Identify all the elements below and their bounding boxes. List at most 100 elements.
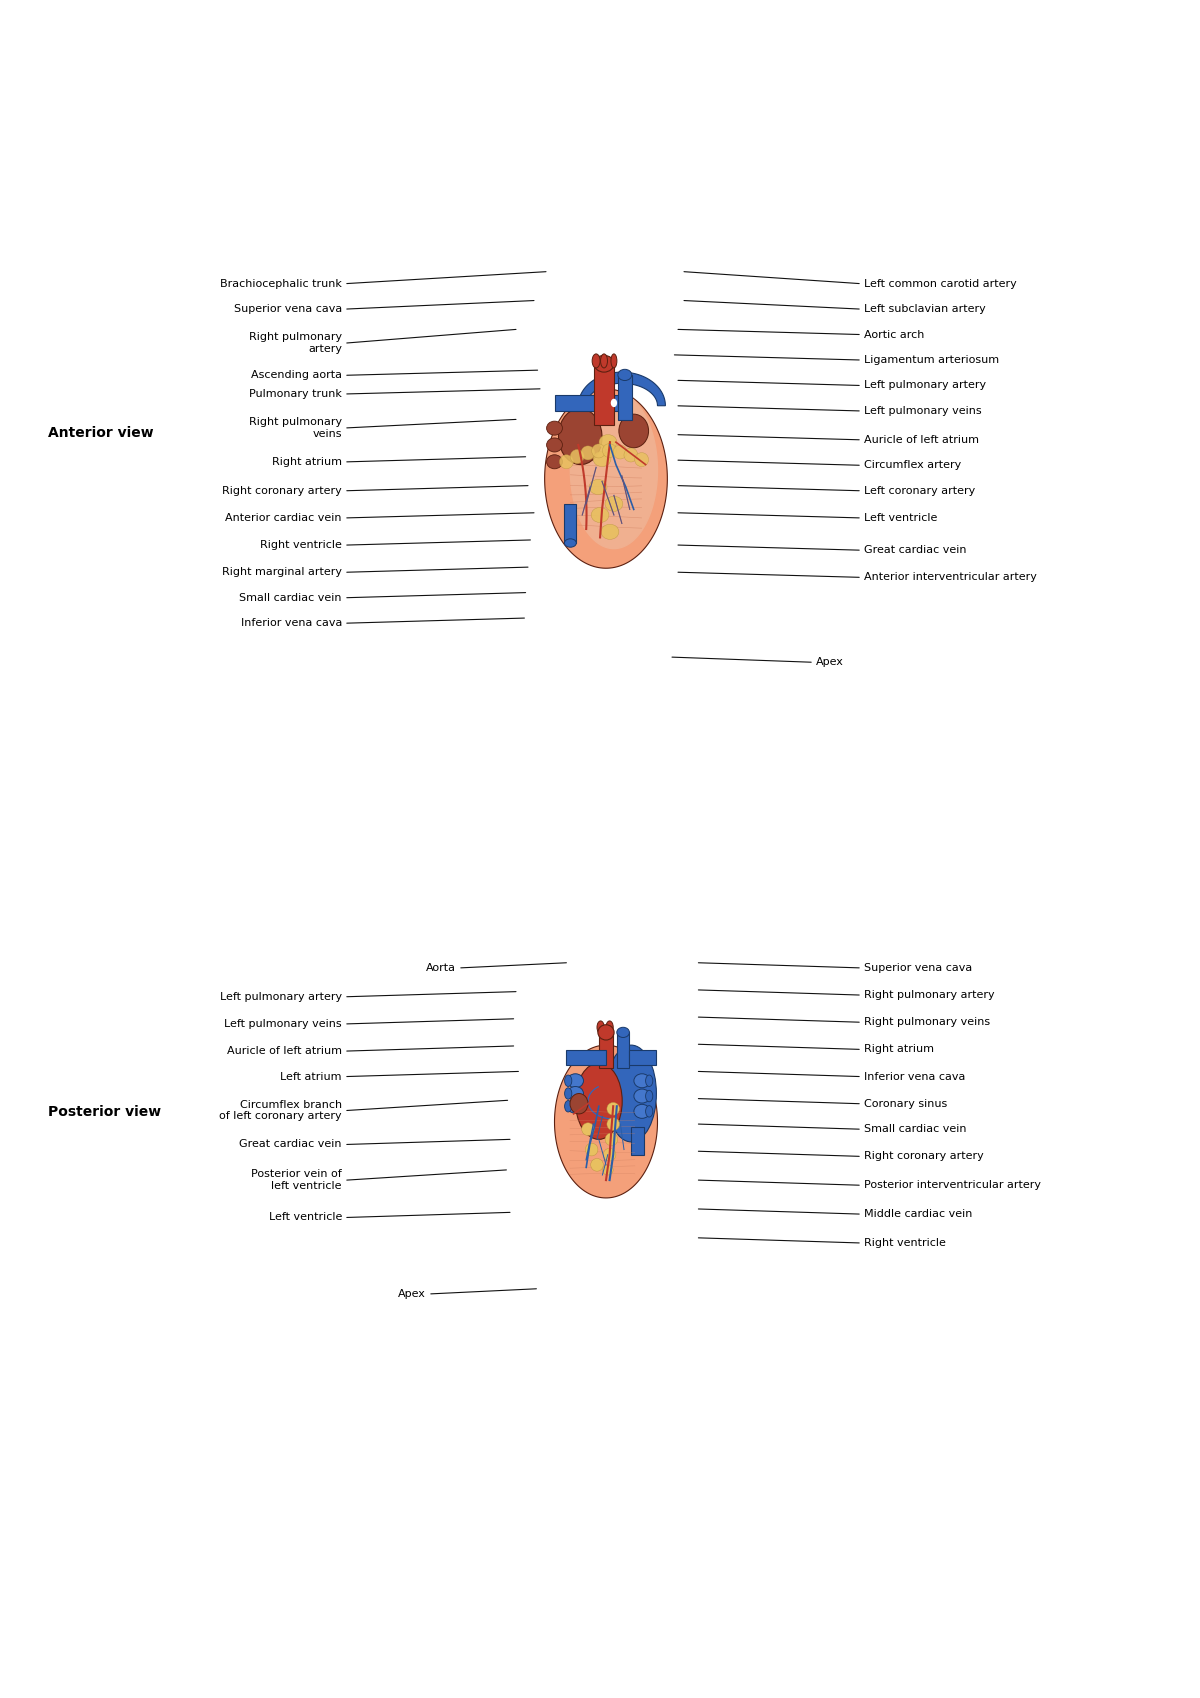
Ellipse shape <box>619 414 648 448</box>
Ellipse shape <box>565 1100 572 1112</box>
Ellipse shape <box>618 370 631 380</box>
Text: Left pulmonary artery: Left pulmonary artery <box>220 992 342 1002</box>
Ellipse shape <box>547 455 563 469</box>
Ellipse shape <box>581 447 595 460</box>
Text: Anterior interventricular artery: Anterior interventricular artery <box>864 572 1037 582</box>
Text: Great cardiac vein: Great cardiac vein <box>864 545 966 555</box>
Text: Anterior cardiac vein: Anterior cardiac vein <box>226 513 342 523</box>
Ellipse shape <box>606 1020 613 1034</box>
Text: Left pulmonary veins: Left pulmonary veins <box>864 406 982 416</box>
Ellipse shape <box>646 1075 653 1087</box>
Polygon shape <box>545 389 667 569</box>
Text: Right pulmonary veins: Right pulmonary veins <box>864 1017 990 1027</box>
Ellipse shape <box>646 1105 653 1117</box>
Text: Right marginal artery: Right marginal artery <box>222 567 342 577</box>
Text: Circumflex artery: Circumflex artery <box>864 460 961 470</box>
Text: Inferior vena cava: Inferior vena cava <box>864 1071 965 1082</box>
Text: Left pulmonary veins: Left pulmonary veins <box>224 1019 342 1029</box>
Ellipse shape <box>590 1158 604 1172</box>
Text: Left common carotid artery: Left common carotid artery <box>864 278 1016 289</box>
Text: Auricle of left atrium: Auricle of left atrium <box>227 1046 342 1056</box>
Text: Circumflex branch
of left coronary artery: Circumflex branch of left coronary arter… <box>220 1100 342 1121</box>
Ellipse shape <box>565 1088 572 1099</box>
Text: Posterior interventricular artery: Posterior interventricular artery <box>864 1180 1042 1190</box>
Ellipse shape <box>565 1075 572 1087</box>
Text: Left ventricle: Left ventricle <box>269 1212 342 1223</box>
Ellipse shape <box>617 1027 629 1037</box>
Bar <box>629 1049 656 1066</box>
Text: Right pulmonary
artery: Right pulmonary artery <box>248 333 342 353</box>
Ellipse shape <box>547 438 563 452</box>
Text: Inferior vena cava: Inferior vena cava <box>241 618 342 628</box>
Ellipse shape <box>612 399 617 406</box>
Ellipse shape <box>568 1087 583 1100</box>
Text: Right pulmonary
veins: Right pulmonary veins <box>248 418 342 438</box>
Ellipse shape <box>635 453 648 467</box>
Ellipse shape <box>593 452 611 467</box>
Ellipse shape <box>607 1117 619 1131</box>
Text: Pulmonary trunk: Pulmonary trunk <box>250 389 342 399</box>
Text: Right pulmonary artery: Right pulmonary artery <box>864 990 995 1000</box>
Text: Left ventricle: Left ventricle <box>864 513 937 523</box>
Ellipse shape <box>558 409 602 465</box>
Ellipse shape <box>570 1094 588 1114</box>
Bar <box>599 1032 613 1068</box>
Ellipse shape <box>592 443 606 458</box>
Ellipse shape <box>602 1165 613 1175</box>
Ellipse shape <box>624 448 638 462</box>
Polygon shape <box>578 372 665 406</box>
Ellipse shape <box>602 443 617 458</box>
Ellipse shape <box>592 508 608 523</box>
Ellipse shape <box>568 1099 583 1114</box>
Text: Right atrium: Right atrium <box>272 457 342 467</box>
Text: Small cardiac vein: Small cardiac vein <box>864 1124 966 1134</box>
Ellipse shape <box>607 1102 619 1116</box>
Ellipse shape <box>559 455 574 469</box>
Text: Superior vena cava: Superior vena cava <box>234 304 342 314</box>
Ellipse shape <box>598 1026 614 1039</box>
Ellipse shape <box>547 421 563 435</box>
Text: Right coronary artery: Right coronary artery <box>222 486 342 496</box>
Text: Apex: Apex <box>816 657 844 667</box>
Text: Left subclavian artery: Left subclavian artery <box>864 304 985 314</box>
Ellipse shape <box>598 1020 605 1034</box>
Ellipse shape <box>646 1090 653 1102</box>
Bar <box>594 363 614 426</box>
Ellipse shape <box>605 496 623 511</box>
Text: Aorta: Aorta <box>426 963 456 973</box>
Text: Middle cardiac vein: Middle cardiac vein <box>864 1209 972 1219</box>
Text: Right coronary artery: Right coronary artery <box>864 1151 984 1161</box>
Text: Brachiocephalic trunk: Brachiocephalic trunk <box>220 278 342 289</box>
Ellipse shape <box>604 1148 616 1161</box>
Text: Auricle of left atrium: Auricle of left atrium <box>864 435 979 445</box>
Text: Left pulmonary artery: Left pulmonary artery <box>864 380 986 391</box>
Text: Ascending aorta: Ascending aorta <box>251 370 342 380</box>
Ellipse shape <box>605 1133 618 1146</box>
Bar <box>631 1127 643 1155</box>
Text: Right ventricle: Right ventricle <box>260 540 342 550</box>
Text: Small cardiac vein: Small cardiac vein <box>240 593 342 603</box>
Text: Apex: Apex <box>398 1289 426 1299</box>
Text: Aortic arch: Aortic arch <box>864 329 924 340</box>
Text: Ligamentum arteriosum: Ligamentum arteriosum <box>864 355 1000 365</box>
Ellipse shape <box>594 355 614 372</box>
Text: Coronary sinus: Coronary sinus <box>864 1099 947 1109</box>
Ellipse shape <box>592 353 600 368</box>
Bar <box>554 394 618 411</box>
Bar <box>617 1032 629 1068</box>
Text: Superior vena cava: Superior vena cava <box>864 963 972 973</box>
Ellipse shape <box>589 479 607 494</box>
Ellipse shape <box>568 1073 583 1088</box>
Ellipse shape <box>611 353 617 368</box>
Text: Posterior view: Posterior view <box>48 1105 161 1119</box>
Bar <box>564 504 576 543</box>
Ellipse shape <box>634 1088 650 1104</box>
Ellipse shape <box>634 1104 650 1119</box>
Ellipse shape <box>634 1073 650 1088</box>
Ellipse shape <box>601 525 619 540</box>
Text: Great cardiac vein: Great cardiac vein <box>240 1139 342 1150</box>
Text: Left atrium: Left atrium <box>281 1071 342 1082</box>
Ellipse shape <box>586 1143 598 1156</box>
Text: Right ventricle: Right ventricle <box>864 1238 946 1248</box>
Bar <box>566 1049 606 1066</box>
